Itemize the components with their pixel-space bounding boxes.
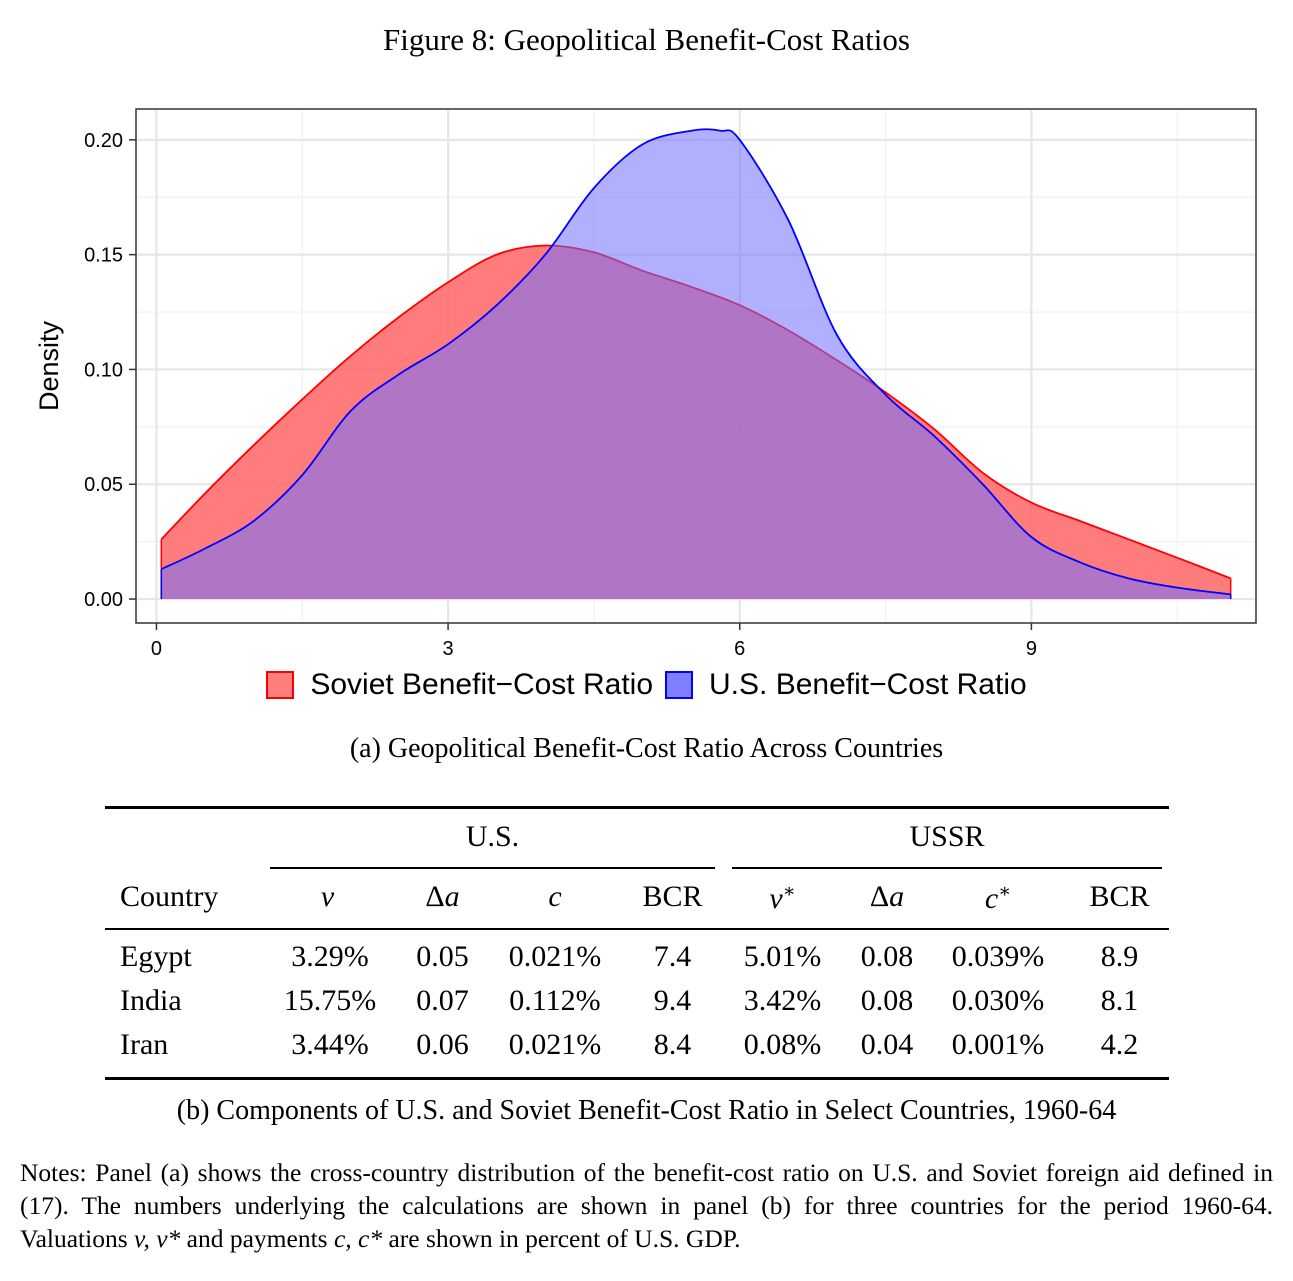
- col-header-bcr-ussr: BCR: [1089, 880, 1150, 913]
- cell-bcr2-iran: 4.2: [1100, 1028, 1139, 1061]
- y-tick-label: 0.20: [84, 130, 123, 152]
- y-tick-label: 0.00: [84, 589, 123, 611]
- cell-country-iran: Iran: [120, 1028, 169, 1061]
- group-rule-ussr: [732, 867, 1162, 869]
- legend-swatch-soviet: [266, 671, 295, 699]
- area-us: [161, 129, 1231, 600]
- cell-da2-iran: 0.04: [860, 1028, 914, 1061]
- table-top-rule: [105, 806, 1169, 809]
- legend-item-us: U.S. Benefit−Cost Ratio: [665, 668, 1027, 702]
- cell-c-egypt: 0.021%: [508, 940, 602, 973]
- y-tick-label: 0.15: [84, 245, 123, 267]
- table-bottom-rule: [105, 1077, 1169, 1080]
- cell-da-india: 0.07: [416, 984, 469, 1017]
- caption-b: (b) Components of U.S. and Soviet Benefi…: [176, 1095, 1117, 1126]
- x-tick-label: 6: [734, 638, 745, 660]
- notes-text-1: Notes: Panel (a) shows the cross-country…: [20, 1158, 1273, 1253]
- cell-v-egypt: 3.29%: [291, 940, 369, 973]
- legend-label-soviet: Soviet Benefit−Cost Ratio: [310, 668, 654, 701]
- cell-da-iran: 0.06: [416, 1028, 469, 1061]
- table-header-rule: [105, 928, 1169, 930]
- x-tick-label: 9: [1026, 638, 1037, 660]
- density-chart: 0.00 0.05 0.10 0.15 0.20 0 3 6 9 Density: [34, 108, 1257, 660]
- col-header-country: Country: [120, 880, 219, 913]
- legend-swatch-us: [665, 671, 694, 699]
- cell-cs-iran: 0.001%: [951, 1028, 1045, 1061]
- col-header-delta-a: Δa: [425, 880, 460, 913]
- cell-da2-egypt: 0.08: [860, 940, 914, 973]
- legend: Soviet Benefit−Cost Ratio U.S. Benefit−C…: [0, 668, 1293, 702]
- cell-vs-india: 3.42%: [743, 984, 822, 1017]
- cell-cs-india: 0.030%: [951, 984, 1045, 1017]
- notes: Notes: Panel (a) shows the cross-country…: [20, 1156, 1273, 1255]
- col-header-v: v: [320, 880, 335, 913]
- cell-cs-egypt: 0.039%: [951, 940, 1045, 973]
- y-tick-label: 0.05: [84, 474, 123, 496]
- col-header-bcr-us: BCR: [642, 880, 703, 913]
- group-header-ussr: USSR: [909, 820, 985, 853]
- col-header-c-star: c∗: [984, 881, 1012, 915]
- col-header-delta-a-ussr: Δa: [869, 880, 905, 913]
- notes-math-valuations: v, v*: [134, 1224, 181, 1253]
- figure-title: Figure 8: Geopolitical Benefit-Cost Rati…: [383, 22, 910, 57]
- x-axis-ticks: 0 3 6 9: [151, 623, 1037, 660]
- legend-item-soviet: Soviet Benefit−Cost Ratio: [266, 668, 653, 702]
- y-axis-ticks: 0.00 0.05 0.10 0.15 0.20: [84, 130, 136, 611]
- line-us: [160, 128, 1231, 596]
- x-tick-label: 0: [151, 638, 162, 660]
- cell-country-india: India: [120, 984, 182, 1017]
- cell-c-india: 0.112%: [509, 984, 601, 1017]
- cell-bcr2-egypt: 8.9: [1100, 940, 1139, 973]
- cell-v-india: 15.75%: [283, 984, 377, 1017]
- cell-bcr-india: 9.4: [653, 984, 692, 1017]
- y-tick-label: 0.10: [84, 359, 123, 381]
- col-header-c: c: [548, 880, 562, 913]
- cell-da2-india: 0.08: [860, 984, 914, 1017]
- cell-bcr-iran: 8.4: [653, 1028, 692, 1061]
- cell-bcr2-india: 8.1: [1100, 984, 1139, 1017]
- group-header-us: U.S.: [465, 820, 520, 853]
- notes-text-2: and payments: [180, 1224, 334, 1253]
- legend-label-us: U.S. Benefit−Cost Ratio: [709, 668, 1027, 701]
- group-rule-us: [270, 867, 715, 869]
- cell-v-iran: 3.44%: [291, 1028, 369, 1061]
- cell-vs-egypt: 5.01%: [743, 940, 822, 973]
- cell-country-egypt: Egypt: [120, 940, 192, 973]
- notes-text-3: are shown in percent of U.S. GDP.: [382, 1224, 741, 1253]
- cell-da-egypt: 0.05: [416, 940, 469, 973]
- x-tick-label: 3: [443, 638, 454, 660]
- plot-panel-border: [135, 108, 1257, 624]
- col-header-v-star: v∗: [769, 881, 796, 915]
- density-areas: [160, 128, 1232, 600]
- cell-c-iran: 0.021%: [508, 1028, 602, 1061]
- cell-vs-iran: 0.08%: [743, 1028, 822, 1061]
- cell-bcr-egypt: 7.4: [653, 940, 692, 973]
- notes-math-payments: c, c*: [333, 1224, 383, 1253]
- y-axis-label: Density: [34, 320, 64, 411]
- caption-a: (a) Geopolitical Benefit-Cost Ratio Acro…: [349, 733, 944, 764]
